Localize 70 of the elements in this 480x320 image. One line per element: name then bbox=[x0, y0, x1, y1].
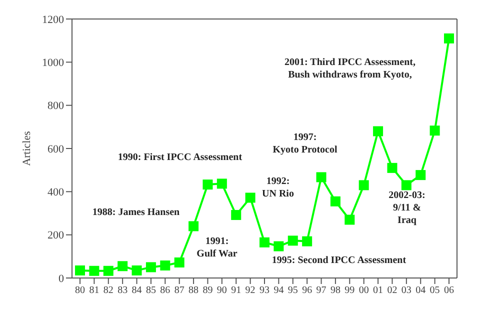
x-tick-label: 93 bbox=[260, 285, 270, 296]
x-tick-label: 91 bbox=[231, 285, 242, 296]
x-tick-label: 90 bbox=[216, 285, 227, 296]
y-tick-label: 400 bbox=[48, 186, 64, 199]
point bbox=[401, 180, 412, 190]
point bbox=[118, 261, 128, 272]
x-tick-label: 04 bbox=[416, 285, 426, 296]
annotation: 1995: Second IPCC Assessment bbox=[272, 255, 407, 266]
x-tick-label: 06 bbox=[444, 285, 454, 296]
point bbox=[75, 265, 85, 276]
point bbox=[316, 172, 326, 182]
point bbox=[387, 162, 398, 173]
point bbox=[231, 210, 242, 220]
point bbox=[202, 180, 213, 190]
point bbox=[430, 126, 440, 136]
x-tick-label: 81 bbox=[89, 285, 100, 296]
y-axis-title: Articles bbox=[20, 131, 33, 166]
annotation: 1988: James Hansen bbox=[92, 207, 180, 218]
point bbox=[358, 180, 369, 190]
x-tick-label: 01 bbox=[373, 285, 384, 296]
point bbox=[330, 196, 340, 206]
y-tick-label: 0 bbox=[58, 272, 64, 285]
x-tick-label: 89 bbox=[202, 285, 213, 296]
x-tick-label: 88 bbox=[188, 285, 199, 296]
y-tick-label: 800 bbox=[48, 100, 64, 112]
point bbox=[160, 260, 170, 270]
x-tick-label: 80 bbox=[75, 285, 85, 296]
point bbox=[188, 221, 199, 232]
point bbox=[444, 33, 454, 44]
y-tick-label: 1200 bbox=[42, 14, 64, 26]
x-tick-label: 05 bbox=[430, 285, 440, 296]
x-tick-label: 00 bbox=[358, 285, 369, 296]
point bbox=[302, 236, 312, 246]
x-tick-label: 95 bbox=[288, 285, 298, 296]
point bbox=[245, 192, 256, 203]
x-tick-label: 86 bbox=[160, 285, 170, 296]
point bbox=[89, 266, 100, 276]
point bbox=[216, 178, 227, 189]
x-tick-label: 84 bbox=[132, 285, 142, 296]
point bbox=[174, 257, 184, 268]
x-tick-label: 97 bbox=[316, 285, 326, 296]
point bbox=[132, 265, 142, 276]
y-tick-label: 600 bbox=[48, 143, 64, 156]
x-tick-label: 92 bbox=[245, 285, 256, 296]
point bbox=[416, 170, 426, 180]
annotation: 1997: Kyoto Protocol bbox=[272, 132, 338, 156]
point bbox=[373, 126, 384, 136]
x-tick-label: 98 bbox=[330, 285, 340, 296]
point bbox=[344, 214, 355, 225]
point bbox=[146, 262, 156, 272]
point bbox=[103, 266, 114, 276]
annotation: 1991: Gulf War bbox=[196, 236, 238, 260]
x-tick-label: 03 bbox=[401, 285, 412, 296]
annotation: 2001: Third IPCC Assessment, Bush withdraws from Kyoto, bbox=[284, 57, 416, 80]
annotation: 1992: UN Rio bbox=[262, 176, 294, 200]
point bbox=[260, 237, 270, 248]
point bbox=[288, 236, 298, 246]
y-tick-label: 200 bbox=[48, 230, 64, 242]
x-tick-label: 83 bbox=[118, 285, 128, 296]
x-tick-label: 85 bbox=[146, 285, 156, 296]
annotation: 1990: First IPCC Assessment bbox=[118, 152, 243, 163]
x-tick-label: 96 bbox=[302, 285, 312, 296]
x-tick-label: 94 bbox=[274, 285, 284, 296]
y-tick-label: 1000 bbox=[42, 57, 64, 70]
annotation: 2002-03: 9/11 & Iraq bbox=[388, 190, 426, 226]
x-tick-label: 87 bbox=[174, 285, 184, 296]
x-tick-label: 99 bbox=[344, 285, 355, 296]
point bbox=[274, 241, 284, 252]
x-tick-label: 82 bbox=[103, 285, 114, 296]
x-tick-label: 02 bbox=[387, 285, 398, 296]
